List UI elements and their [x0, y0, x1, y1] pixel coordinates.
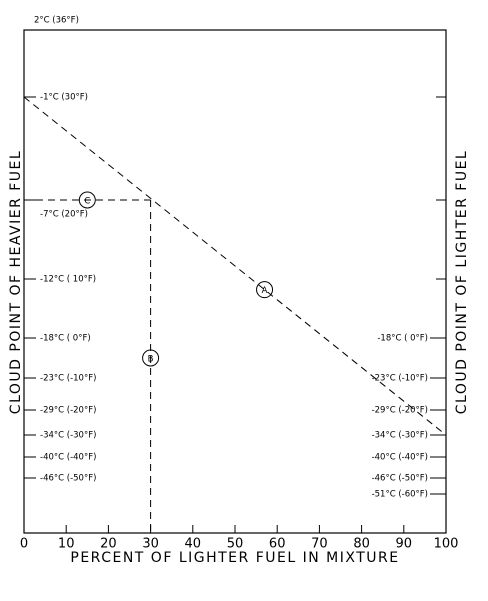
y2-tick-label: -51°C (-60°F)	[372, 490, 428, 500]
y-tick-label: -7°C (20°F)	[40, 210, 88, 220]
y-axis-title: CLOUD POINT OF HEAVIER FUEL	[8, 150, 24, 414]
guide-marker-circle	[142, 349, 160, 367]
y2-tick-label: -34°C (-30°F)	[372, 431, 428, 441]
x-tick-label: 90	[396, 537, 413, 552]
x-tick-label: 20	[100, 537, 117, 552]
y2-axis-title: CLOUD POINT OF LIGHTER FUEL	[454, 150, 470, 415]
x-tick-label: 60	[269, 537, 286, 552]
series-name: A	[262, 286, 268, 296]
y2-tick-label: -46°C (-50°F)	[372, 474, 428, 484]
y-tick-label: -40°C (-40°F)	[40, 453, 96, 463]
series-marker-circle	[256, 281, 274, 299]
guide-label: C	[84, 197, 90, 207]
y-tick-label: -23°C (-10°F)	[40, 374, 96, 384]
y-tick-label: -34°C (-30°F)	[40, 431, 96, 441]
guide-marker-circle	[78, 191, 96, 209]
y-tick-label: 2°C (36°F)	[34, 16, 79, 26]
y-tick-label: -18°C ( 0°F)	[40, 334, 91, 344]
x-tick-label: 30	[142, 537, 159, 552]
x-tick-label: 10	[58, 537, 75, 552]
x-tick-label: 0	[20, 537, 28, 552]
x-tick-label: 50	[227, 537, 244, 552]
y-tick-label: -1°C (30°F)	[40, 93, 88, 103]
y-tick-label: -12°C ( 10°F)	[40, 275, 96, 285]
guide-label: B	[148, 355, 154, 365]
y2-tick-label: -40°C (-40°F)	[372, 453, 428, 463]
y2-tick-label: -23°C (-10°F)	[372, 374, 428, 384]
y-tick-label: -29°C (-20°F)	[40, 406, 96, 416]
x-tick-label: 100	[434, 537, 459, 552]
x-tick-label: 70	[311, 537, 328, 552]
y-tick-label: -46°C (-50°F)	[40, 474, 96, 484]
x-tick-label: 40	[185, 537, 202, 552]
y2-tick-label: -18°C ( 0°F)	[377, 334, 428, 344]
y2-tick-label: -29°C (-20°F)	[372, 406, 428, 416]
x-axis-title: PERCENT OF LIGHTER FUEL IN MIXTURE	[70, 550, 399, 566]
x-tick-label: 80	[353, 537, 370, 552]
series-line	[23, 96, 447, 436]
